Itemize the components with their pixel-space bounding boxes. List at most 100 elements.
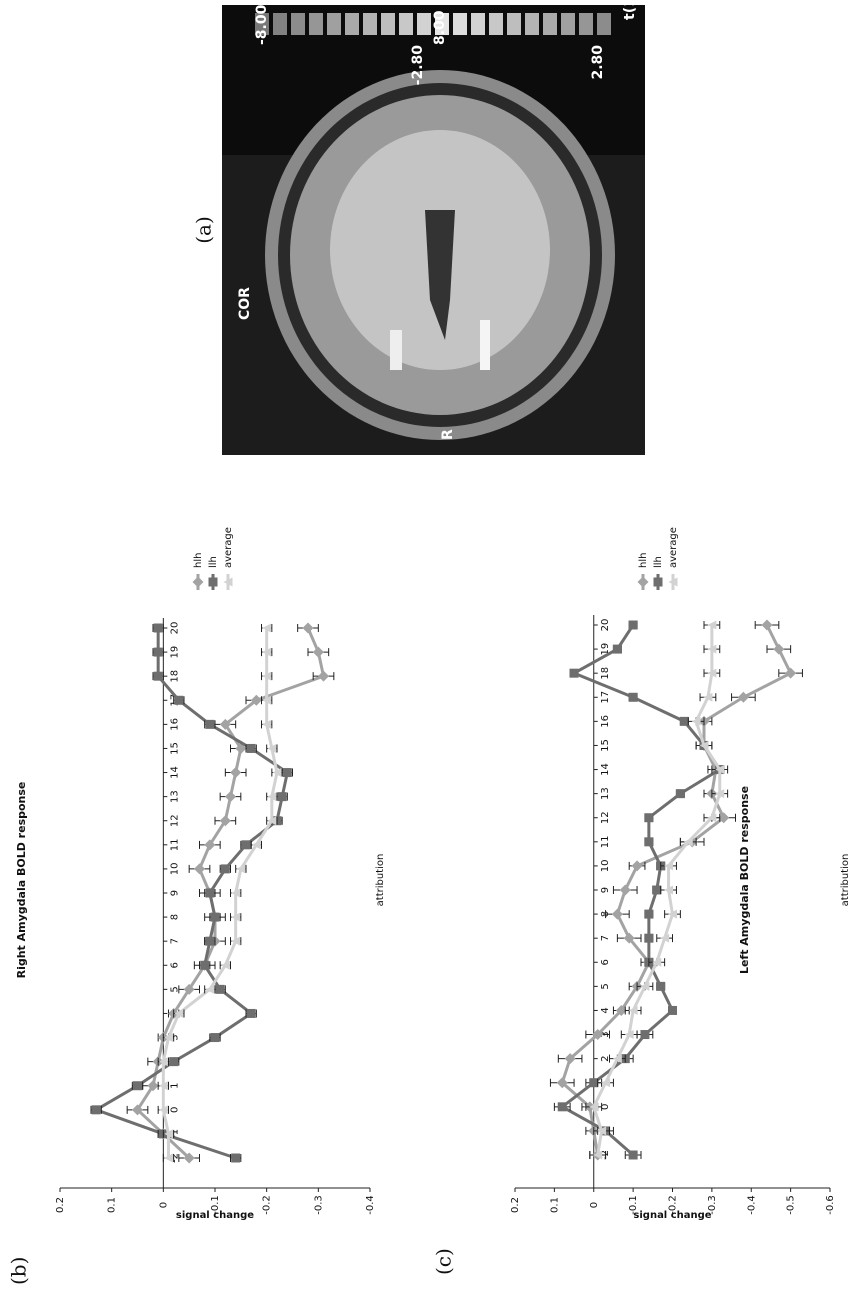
x-tick-label: 15 [169, 742, 180, 755]
data-point [313, 647, 324, 658]
colorbar-cell [399, 13, 413, 35]
y-tick-label: -0.2 [668, 1195, 679, 1215]
rotated-figure: COR R -8.00 -2.80 8.00 2.80 t(11) (a) (b… [7, 0, 852, 1285]
y-tick-label: -0.1 [210, 1195, 221, 1215]
data-point [303, 623, 314, 634]
x-tick-label: 1 [169, 1083, 180, 1089]
colorbar-cell [507, 13, 521, 35]
data-point [620, 885, 631, 896]
colorbar-cell [273, 13, 287, 35]
data-point [231, 1154, 240, 1163]
data-point [174, 696, 183, 705]
y-tick-label: -0.6 [825, 1195, 836, 1215]
data-point [644, 813, 653, 822]
data-point [773, 644, 784, 655]
colorbar-cell [345, 13, 359, 35]
data-point [211, 913, 220, 922]
colorbar-label: -2.80 [410, 45, 426, 86]
data-point [644, 934, 653, 943]
activation [480, 320, 490, 370]
y-tick-label: -0.2 [262, 1195, 273, 1215]
x-tick-label: 18 [600, 667, 611, 680]
data-point [589, 1078, 598, 1087]
data-point [205, 889, 214, 898]
y-tick-label: 0.2 [55, 1197, 66, 1213]
colorbar-cell [327, 13, 341, 35]
x-tick-label: 7 [600, 935, 611, 941]
data-point [221, 864, 230, 873]
colorbar-label: -8.00 [254, 4, 270, 45]
data-point [194, 863, 205, 874]
chart: (b)Right Amygdala BOLD responseattributi… [7, 527, 387, 1285]
x-tick-label: 12 [169, 814, 180, 827]
x-tick-label: 12 [600, 811, 611, 824]
x-tick-label: 4 [600, 1007, 611, 1013]
colorbar-cell [417, 13, 431, 35]
view-label: COR [237, 287, 253, 320]
data-point [247, 744, 256, 753]
legend-label: llh [653, 556, 664, 568]
data-point [92, 1105, 101, 1114]
colorbar-cell [561, 13, 575, 35]
x-tick-label: 9 [169, 890, 180, 896]
data-point [629, 1151, 638, 1160]
y-tick-label: 0.1 [549, 1197, 560, 1213]
legend-label: llh [208, 556, 219, 568]
x-axis-label: attribution [375, 854, 386, 907]
x-tick-label: 20 [600, 619, 611, 632]
data-point [200, 961, 209, 970]
data-point [632, 860, 643, 871]
data-point [283, 768, 292, 777]
data-point [211, 1033, 220, 1042]
data-point [154, 672, 163, 681]
data-point [278, 792, 287, 801]
page: {"chart_data": [ {"type": "line", "panel… [0, 0, 856, 1300]
y-tick-label: 0 [158, 1202, 169, 1208]
data-point [570, 669, 579, 678]
y-tick-label: 0 [589, 1202, 600, 1208]
legend-label: average [223, 527, 234, 568]
chart-title: Right Amygdala BOLD response [15, 782, 28, 979]
data-point [680, 717, 689, 726]
x-tick-label: 16 [169, 718, 180, 731]
x-tick-label: 6 [600, 959, 611, 965]
series-line [96, 628, 287, 1158]
x-tick-label: 9 [600, 887, 611, 893]
legend-marker [654, 578, 663, 587]
data-point [169, 1057, 178, 1066]
x-tick-label: 10 [600, 860, 611, 873]
data-point [640, 1030, 649, 1039]
x-tick-label: 19 [169, 646, 180, 659]
colorbar-label: 8.00 [432, 10, 448, 45]
y-tick-label: -0.5 [786, 1195, 797, 1215]
colorbar-cell [363, 13, 377, 35]
series-line [562, 625, 720, 1155]
data-point [629, 693, 638, 702]
colorbar-cell [381, 13, 395, 35]
colorbar-cell [453, 13, 467, 35]
data-point [668, 1006, 677, 1015]
colorbar-cell [471, 13, 485, 35]
x-tick-label: 16 [600, 715, 611, 728]
data-point [676, 789, 685, 798]
x-axis-label: attribution [840, 854, 851, 907]
data-point [629, 621, 638, 630]
data-point [762, 620, 773, 631]
colorbar-cell [579, 13, 593, 35]
x-tick-label: 18 [169, 670, 180, 683]
data-point [154, 624, 163, 633]
y-tick-label: -0.4 [365, 1195, 376, 1215]
y-tick-label: -0.3 [707, 1195, 718, 1215]
data-point [644, 837, 653, 846]
x-tick-label: 6 [169, 962, 180, 968]
legend-marker [193, 577, 204, 588]
x-tick-label: 11 [169, 838, 180, 851]
colorbar-cell [525, 13, 539, 35]
colorbar-cell [291, 13, 305, 35]
colorbar-cell [309, 13, 323, 35]
colorbar-cell [543, 13, 557, 35]
colorbar-cell [489, 13, 503, 35]
legend-label: hlh [638, 553, 649, 568]
x-tick-label: 13 [600, 787, 611, 800]
